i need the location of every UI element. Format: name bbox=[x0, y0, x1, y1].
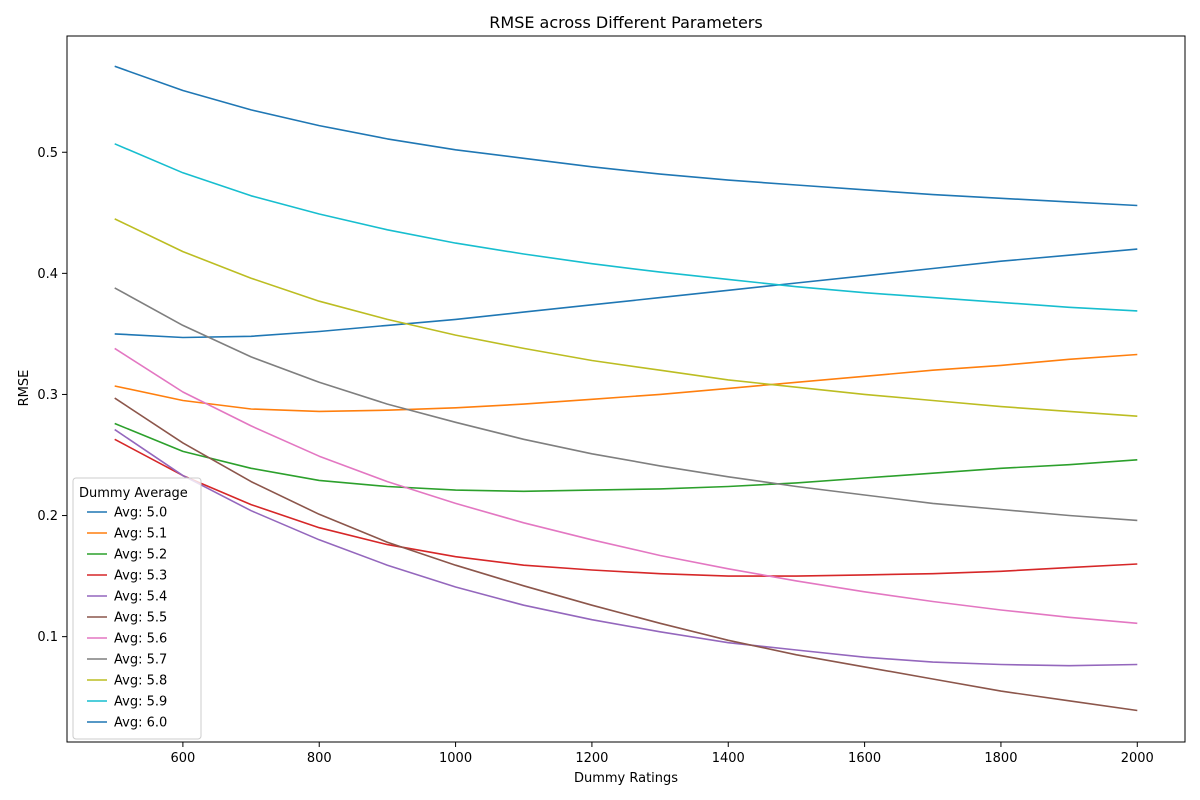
x-axis-label: Dummy Ratings bbox=[574, 771, 678, 786]
series-line-5 bbox=[114, 397, 1138, 712]
legend-label-2: Avg: 5.2 bbox=[114, 548, 167, 563]
series-line-6 bbox=[114, 347, 1138, 625]
x-tick-label: 1800 bbox=[984, 751, 1017, 766]
axes-layer: 600 800 1000 1200 1400 1600 1800 2000 0.1 0.2 0.3 0… bbox=[37, 35, 1186, 766]
legend-label-8: Avg: 5.8 bbox=[114, 674, 167, 689]
legend-label-6: Avg: 5.6 bbox=[114, 632, 167, 647]
series-line-7 bbox=[114, 287, 1138, 522]
x-tick-label: 2000 bbox=[1121, 751, 1154, 766]
y-tick-label: 0.1 bbox=[37, 630, 58, 645]
legend-label-4: Avg: 5.4 bbox=[114, 590, 167, 605]
legend: Dummy Average Avg: 5.0 Avg: 5.1 Avg: 5.2 Avg… bbox=[72, 477, 202, 740]
series-line-0 bbox=[114, 248, 1138, 339]
legend-label-7: Avg: 5.7 bbox=[114, 653, 167, 668]
x-tick-label: 1600 bbox=[848, 751, 881, 766]
x-tick-label: 800 bbox=[307, 751, 332, 766]
y-tick-label: 0.2 bbox=[37, 509, 58, 524]
legend-label-5: Avg: 5.5 bbox=[114, 611, 167, 626]
x-tick-label: 1000 bbox=[439, 751, 472, 766]
series-layer bbox=[114, 65, 1138, 712]
x-tick-label: 1200 bbox=[575, 751, 608, 766]
x-tick-label: 1400 bbox=[712, 751, 745, 766]
series-line-9 bbox=[114, 143, 1138, 312]
x-tick-label: 600 bbox=[170, 751, 195, 766]
y-axis-label: RMSE bbox=[17, 370, 32, 407]
legend-label-1: Avg: 5.1 bbox=[114, 527, 167, 542]
series-line-4 bbox=[114, 428, 1138, 667]
legend-title: Dummy Average bbox=[79, 486, 188, 501]
plot-frame bbox=[66, 35, 1186, 743]
legend-label-0: Avg: 5.0 bbox=[114, 506, 167, 521]
y-tick-label: 0.4 bbox=[37, 267, 58, 282]
y-tick-label: 0.3 bbox=[37, 388, 58, 403]
series-line-1 bbox=[114, 353, 1138, 413]
chart-title: RMSE across Different Parameters bbox=[489, 13, 762, 32]
y-tick-label: 0.5 bbox=[37, 146, 58, 161]
series-line-3 bbox=[114, 438, 1138, 577]
series-line-10 bbox=[114, 65, 1138, 207]
series-line-8 bbox=[114, 218, 1138, 417]
series-line-2 bbox=[114, 422, 1138, 493]
legend-label-3: Avg: 5.3 bbox=[114, 569, 167, 584]
legend-box bbox=[72, 477, 202, 740]
legend-label-10: Avg: 6.0 bbox=[114, 716, 167, 731]
legend-label-9: Avg: 5.9 bbox=[114, 695, 167, 710]
